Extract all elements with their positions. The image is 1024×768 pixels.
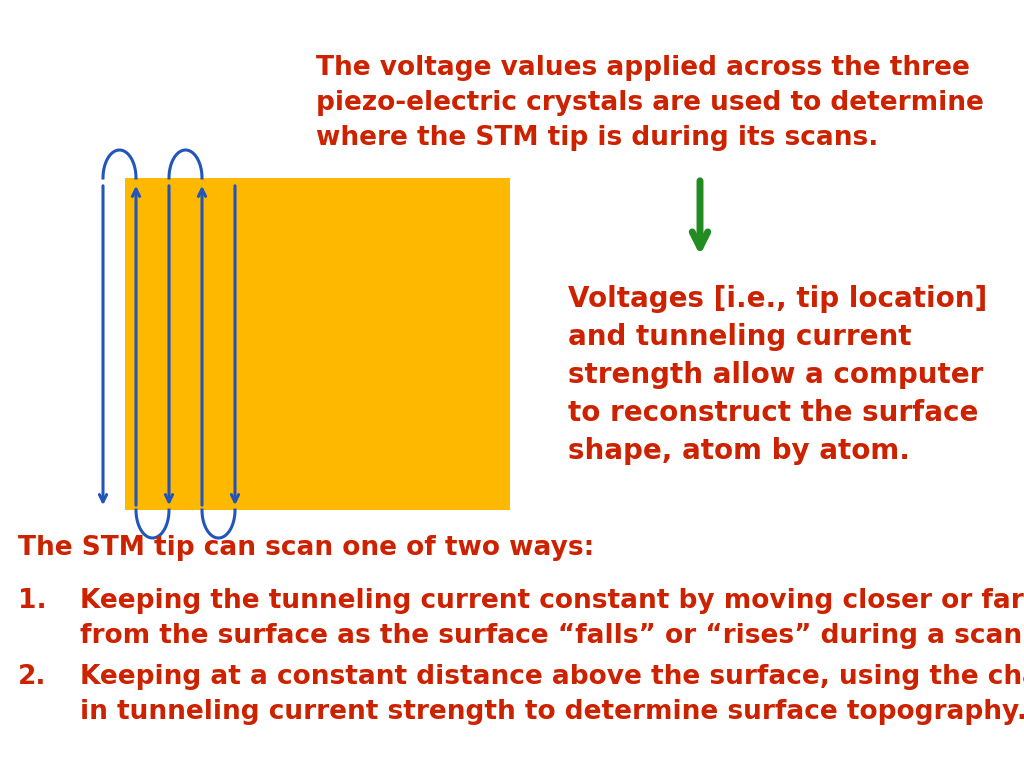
Text: 1.: 1.	[18, 588, 47, 614]
Text: 2.: 2.	[18, 664, 46, 690]
Text: Voltages [i.e., tip location]
and tunneling current
strength allow a computer
to: Voltages [i.e., tip location] and tunnel…	[568, 285, 987, 465]
Text: Keeping the tunneling current constant by moving closer or farther
from the surf: Keeping the tunneling current constant b…	[80, 588, 1024, 649]
Text: The STM tip can scan one of two ways:: The STM tip can scan one of two ways:	[18, 535, 594, 561]
Text: The voltage values applied across the three
piezo-electric crystals are used to : The voltage values applied across the th…	[316, 55, 984, 151]
Bar	[125, 178, 510, 510]
Text: Keeping at a constant distance above the surface, using the changes
in tunneling: Keeping at a constant distance above the…	[80, 664, 1024, 725]
